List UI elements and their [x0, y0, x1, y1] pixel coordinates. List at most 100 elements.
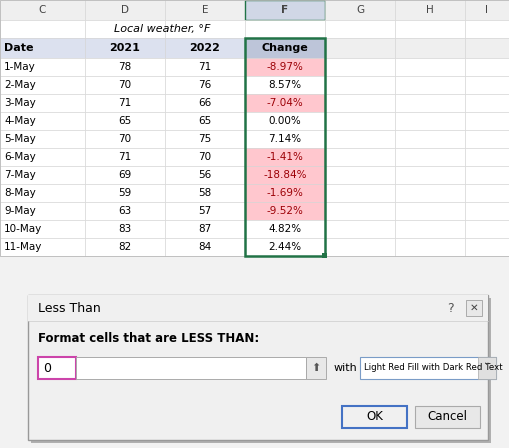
- Bar: [245, 202, 325, 220]
- Bar: [395, 184, 465, 202]
- Bar: [85, 184, 165, 202]
- Text: 2-May: 2-May: [4, 80, 36, 90]
- Text: 0: 0: [43, 362, 51, 375]
- Bar: [395, 0, 465, 20]
- Text: 83: 83: [119, 224, 132, 234]
- Bar: [465, 166, 509, 184]
- Bar: [85, 238, 165, 256]
- Bar: [0, 130, 85, 148]
- Bar: [325, 94, 395, 112]
- Bar: [465, 184, 509, 202]
- Bar: [165, 58, 245, 76]
- Bar: [0, 202, 85, 220]
- Bar: [395, 238, 465, 256]
- Bar: [465, 130, 509, 148]
- Text: OK: OK: [366, 410, 383, 423]
- Bar: [165, 20, 245, 38]
- Bar: [0, 166, 85, 184]
- Text: 8.57%: 8.57%: [268, 80, 301, 90]
- Text: ?: ?: [447, 302, 454, 314]
- Bar: [245, 166, 325, 184]
- Text: 7-May: 7-May: [4, 170, 36, 180]
- Text: 84: 84: [199, 242, 212, 252]
- Bar: [325, 220, 395, 238]
- Bar: [0, 76, 85, 94]
- Bar: [478, 357, 496, 379]
- Text: 71: 71: [119, 152, 132, 162]
- Bar: [245, 0, 325, 20]
- Bar: [85, 94, 165, 112]
- Bar: [0, 0, 509, 256]
- Text: ⬆: ⬆: [312, 363, 321, 373]
- Text: I: I: [486, 5, 489, 15]
- Bar: [165, 184, 245, 202]
- Text: 78: 78: [119, 62, 132, 72]
- Bar: [465, 220, 509, 238]
- Text: 69: 69: [119, 170, 132, 180]
- Bar: [325, 0, 395, 20]
- Text: 87: 87: [199, 224, 212, 234]
- Bar: [245, 38, 325, 256]
- Bar: [415, 406, 480, 428]
- Text: 65: 65: [119, 116, 132, 126]
- Text: 75: 75: [199, 134, 212, 144]
- Bar: [85, 220, 165, 238]
- Text: 82: 82: [119, 242, 132, 252]
- Text: 8-May: 8-May: [4, 188, 36, 198]
- Bar: [245, 58, 325, 76]
- Bar: [28, 295, 488, 321]
- Text: Cancel: Cancel: [428, 410, 467, 423]
- Bar: [245, 220, 325, 238]
- Text: Change: Change: [262, 43, 308, 53]
- Text: 0.00%: 0.00%: [269, 116, 301, 126]
- Text: -1.41%: -1.41%: [267, 152, 303, 162]
- Bar: [395, 58, 465, 76]
- Bar: [342, 406, 407, 428]
- Bar: [85, 0, 165, 20]
- Text: 71: 71: [199, 62, 212, 72]
- Bar: [465, 112, 509, 130]
- Text: 71: 71: [119, 98, 132, 108]
- Bar: [245, 38, 325, 58]
- Text: 66: 66: [199, 98, 212, 108]
- Bar: [245, 112, 325, 130]
- Bar: [465, 76, 509, 94]
- Bar: [465, 94, 509, 112]
- Bar: [395, 130, 465, 148]
- Bar: [38, 357, 76, 379]
- Bar: [395, 94, 465, 112]
- Bar: [306, 357, 326, 379]
- Text: ✕: ✕: [470, 303, 478, 313]
- Bar: [0, 148, 85, 166]
- Bar: [0, 38, 85, 58]
- Bar: [245, 130, 325, 148]
- Bar: [465, 202, 509, 220]
- Bar: [85, 202, 165, 220]
- Bar: [325, 238, 395, 256]
- Text: 56: 56: [199, 170, 212, 180]
- Text: Date: Date: [4, 43, 34, 53]
- Bar: [28, 295, 488, 440]
- Bar: [245, 20, 325, 38]
- Text: ˅: ˅: [484, 363, 490, 373]
- Bar: [395, 38, 465, 58]
- Bar: [325, 38, 395, 58]
- Text: 9-May: 9-May: [4, 206, 36, 216]
- Bar: [325, 166, 395, 184]
- Bar: [0, 112, 85, 130]
- Text: D: D: [121, 5, 129, 15]
- Bar: [395, 76, 465, 94]
- Bar: [165, 94, 245, 112]
- Bar: [325, 148, 395, 166]
- Bar: [85, 38, 165, 58]
- Text: 7.14%: 7.14%: [268, 134, 301, 144]
- Bar: [165, 130, 245, 148]
- Bar: [165, 38, 245, 58]
- Bar: [323, 254, 327, 258]
- Bar: [85, 166, 165, 184]
- Text: C: C: [39, 5, 46, 15]
- Bar: [360, 357, 496, 379]
- Bar: [466, 300, 482, 316]
- Bar: [395, 112, 465, 130]
- Text: 3-May: 3-May: [4, 98, 36, 108]
